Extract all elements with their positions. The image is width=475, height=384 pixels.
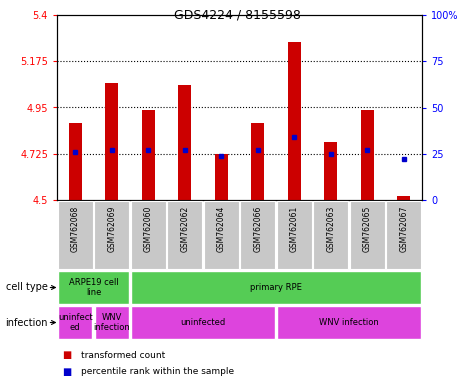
- Text: percentile rank within the sample: percentile rank within the sample: [81, 367, 234, 376]
- Text: GSM762067: GSM762067: [399, 205, 408, 252]
- Bar: [251, 123, 264, 200]
- FancyBboxPatch shape: [167, 201, 202, 269]
- Text: cell type: cell type: [6, 283, 48, 293]
- FancyBboxPatch shape: [277, 201, 312, 269]
- Text: GSM762068: GSM762068: [71, 205, 80, 252]
- Text: GSM762069: GSM762069: [107, 205, 116, 252]
- FancyBboxPatch shape: [131, 271, 421, 304]
- Bar: [105, 83, 118, 200]
- FancyBboxPatch shape: [58, 271, 129, 304]
- Bar: [142, 109, 155, 200]
- Text: ■: ■: [62, 367, 71, 377]
- Bar: [288, 42, 301, 200]
- Bar: [179, 85, 191, 200]
- FancyBboxPatch shape: [58, 306, 93, 339]
- FancyBboxPatch shape: [94, 201, 129, 269]
- Text: uninfected: uninfected: [180, 318, 226, 327]
- FancyBboxPatch shape: [131, 306, 275, 339]
- Text: ■: ■: [62, 350, 71, 360]
- Text: GDS4224 / 8155598: GDS4224 / 8155598: [174, 8, 301, 21]
- Text: GSM762061: GSM762061: [290, 205, 299, 252]
- Text: WNV infection: WNV infection: [319, 318, 379, 327]
- Text: ARPE19 cell
line: ARPE19 cell line: [68, 278, 118, 297]
- Bar: [69, 123, 82, 200]
- Text: GSM762062: GSM762062: [180, 205, 189, 252]
- Text: GSM762063: GSM762063: [326, 205, 335, 252]
- Bar: [324, 142, 337, 200]
- Text: GSM762060: GSM762060: [144, 205, 153, 252]
- Bar: [215, 154, 228, 200]
- Text: GSM762065: GSM762065: [363, 205, 372, 252]
- Text: GSM762064: GSM762064: [217, 205, 226, 252]
- FancyBboxPatch shape: [58, 201, 93, 269]
- Text: GSM762066: GSM762066: [253, 205, 262, 252]
- Text: primary RPE: primary RPE: [250, 283, 302, 292]
- Text: infection: infection: [5, 318, 48, 328]
- FancyBboxPatch shape: [131, 201, 166, 269]
- Text: transformed count: transformed count: [81, 351, 165, 359]
- FancyBboxPatch shape: [313, 201, 348, 269]
- FancyBboxPatch shape: [350, 201, 385, 269]
- FancyBboxPatch shape: [204, 201, 239, 269]
- Text: WNV
infection: WNV infection: [94, 313, 130, 332]
- FancyBboxPatch shape: [386, 201, 421, 269]
- FancyBboxPatch shape: [277, 306, 421, 339]
- Bar: [361, 109, 374, 200]
- FancyBboxPatch shape: [240, 201, 276, 269]
- Bar: [398, 196, 410, 200]
- FancyBboxPatch shape: [95, 306, 129, 339]
- Text: uninfect
ed: uninfect ed: [58, 313, 93, 332]
